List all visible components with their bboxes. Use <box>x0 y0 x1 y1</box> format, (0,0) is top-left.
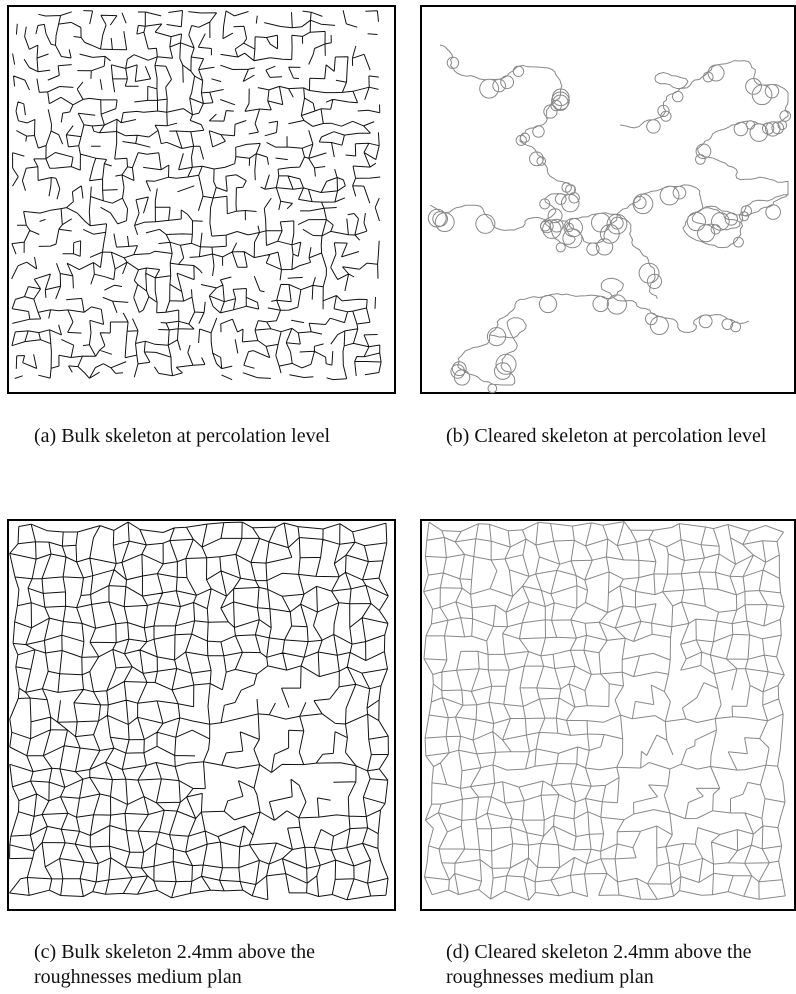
skeleton-line <box>10 522 389 900</box>
skeleton-line <box>440 45 662 299</box>
frame <box>421 520 795 910</box>
skeleton-image <box>7 519 396 911</box>
figure: (a) Bulk skeleton at percolation level (… <box>0 0 796 994</box>
frame <box>8 520 395 910</box>
skeleton-image <box>420 519 796 911</box>
skeleton-line <box>428 185 788 255</box>
skeleton-line <box>451 278 749 392</box>
skeleton-image <box>420 5 796 394</box>
skeleton-image <box>7 5 396 394</box>
caption: (b) Cleared skeleton at percolation leve… <box>446 424 792 449</box>
skeleton-line <box>12 10 382 380</box>
frame <box>421 6 795 393</box>
caption: (c) Bulk skeleton 2.4mm above the roughn… <box>34 940 384 990</box>
caption: (d) Cleared skeleton 2.4mm above the rou… <box>446 940 792 990</box>
skeleton-line <box>424 522 786 901</box>
caption: (a) Bulk skeleton at percolation level <box>34 424 368 449</box>
